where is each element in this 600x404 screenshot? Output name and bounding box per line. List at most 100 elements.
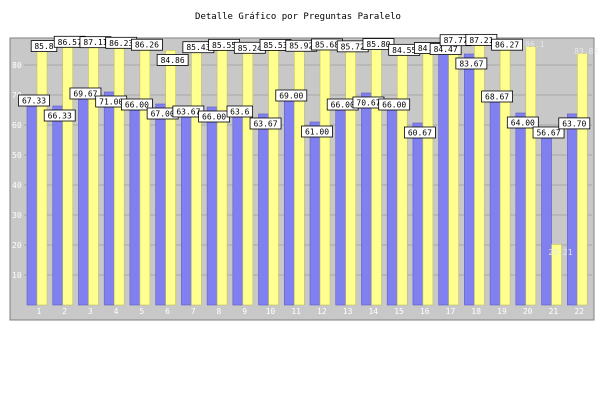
svg-text:84.55: 84.55	[392, 46, 416, 55]
bar-series-1	[309, 121, 321, 306]
x-tick-label: 20	[523, 307, 533, 316]
data-label-series-1: 60.67	[404, 126, 436, 139]
svg-text:68.67: 68.67	[485, 92, 509, 101]
bar-series-1	[335, 106, 347, 306]
svg-text:87.77: 87.77	[444, 36, 468, 45]
y-tick-label: 40	[12, 181, 22, 190]
data-label-series-1: 64.00	[506, 116, 539, 129]
svg-text:70.67: 70.67	[356, 98, 380, 107]
x-tick-label: 14	[368, 307, 378, 316]
bar-series-2	[576, 53, 588, 306]
x-tick-label: 7	[191, 307, 196, 316]
data-label-series-1: 66.00	[198, 110, 230, 123]
svg-text:85.24: 85.24	[238, 44, 262, 53]
bar-series-2	[165, 50, 176, 306]
bar-series-1	[26, 102, 38, 306]
bar-series-2	[242, 48, 254, 306]
data-label-series-1: 63.6	[226, 105, 254, 118]
svg-text:69.67: 69.67	[73, 89, 97, 98]
bar-series-1	[489, 98, 501, 306]
svg-text:86.27: 86.27	[495, 41, 519, 50]
svg-text:67.00: 67.00	[151, 110, 175, 119]
svg-text:67.33: 67.33	[22, 97, 46, 106]
bar-series-1	[232, 113, 244, 306]
svg-text:83.67: 83.67	[459, 59, 483, 68]
data-label-series-1: 61.00	[301, 125, 333, 138]
data-label-series-1: 68.67	[481, 90, 513, 103]
x-tick-label: 8	[217, 307, 222, 316]
bar-series-1	[283, 97, 295, 306]
data-label-series-1: 83.67	[455, 57, 488, 70]
bar-series-2	[216, 48, 228, 306]
svg-text:83.85: 83.85	[574, 47, 598, 56]
y-tick-label: 20	[12, 241, 22, 250]
bar-series-2	[268, 48, 279, 306]
svg-text:66.00: 66.00	[331, 101, 355, 110]
x-tick-label: 9	[242, 307, 247, 316]
chart-title: Detalle Gráfico por Preguntas Paralelo	[195, 12, 401, 22]
x-tick-label: 1	[36, 307, 41, 316]
bar-series-1	[258, 113, 269, 306]
data-label-series-1: 63.67	[249, 117, 282, 130]
bar-series-1	[464, 53, 475, 306]
bar-series-1	[52, 105, 64, 306]
bar-series-1	[515, 112, 527, 306]
y-tick-label: 50	[12, 151, 22, 160]
y-tick-label: 70	[12, 91, 22, 100]
bar-series-1	[206, 106, 218, 306]
x-tick-label: 3	[88, 307, 93, 316]
svg-text:66.33: 66.33	[48, 112, 72, 121]
data-label-series-1: 56.67	[532, 126, 565, 139]
svg-text:69.00: 69.00	[279, 92, 303, 101]
svg-text:84.47: 84.47	[434, 45, 458, 54]
data-label-series-1: 66.33	[43, 109, 76, 122]
bar-series-1	[386, 106, 398, 306]
bar-series-2	[551, 244, 562, 306]
data-label-series-1: 66.00	[121, 98, 153, 111]
svg-text:86.1: 86.1	[525, 40, 544, 49]
bar-series-2	[139, 45, 151, 306]
svg-text:85.53: 85.53	[263, 41, 287, 50]
data-label-series-2: 85.8	[30, 40, 58, 52]
x-tick-label: 2	[62, 307, 67, 316]
x-tick-label: 10	[266, 307, 276, 316]
bar-series-1	[78, 95, 89, 306]
x-axis-ticks: 1 2 3 4 5 6 7 8 9 10 11 12 13 14 15 16 17 18 19 20 21 22	[36, 307, 584, 316]
bar-series-2	[113, 46, 125, 306]
data-label-series-1: 63.70	[558, 117, 591, 130]
x-tick-label: 13	[343, 307, 353, 316]
x-tick-label: 5	[139, 307, 144, 316]
y-tick-label: 30	[12, 211, 22, 220]
bar-series-2	[345, 47, 357, 306]
x-tick-label: 15	[394, 307, 404, 316]
svg-text:86.26: 86.26	[135, 41, 159, 50]
bar-series-2	[499, 45, 511, 306]
x-tick-label: 19	[497, 307, 507, 316]
bar-series-2	[448, 41, 459, 306]
svg-text:63.6: 63.6	[230, 107, 249, 116]
x-tick-label: 12	[317, 307, 327, 316]
x-tick-label: 17	[446, 307, 456, 316]
x-tick-label: 18	[471, 307, 481, 316]
data-label-series-1: 69.67	[69, 87, 102, 100]
x-tick-label: 16	[420, 307, 430, 316]
svg-text:63.70: 63.70	[562, 119, 586, 128]
bar-series-2	[525, 46, 537, 306]
bar-series-2	[62, 44, 74, 306]
data-label-series-1: 66.00	[378, 98, 411, 111]
bar-series-1	[361, 92, 372, 306]
data-label-series-1: 67.33	[18, 94, 50, 107]
bar-series-1	[181, 113, 192, 306]
bar-series-2	[422, 51, 434, 306]
data-label-series-2: 86.27	[491, 38, 523, 51]
bar-series-2	[191, 48, 202, 306]
svg-text:85.43: 85.43	[186, 43, 210, 52]
bar-series-2	[474, 43, 485, 306]
svg-text:87.21: 87.21	[469, 36, 493, 45]
y-tick-label: 80	[12, 61, 22, 70]
x-tick-label: 22	[574, 307, 584, 316]
x-tick-label: 21	[549, 307, 559, 316]
x-tick-label: 6	[165, 307, 170, 316]
bar-series-2	[319, 47, 331, 306]
